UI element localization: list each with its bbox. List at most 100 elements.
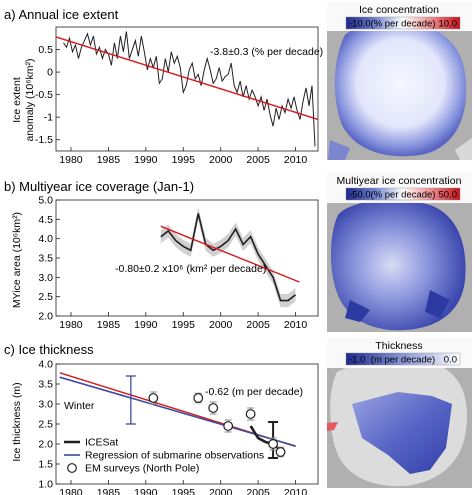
map-c-title: Thickness [375, 340, 422, 352]
map-c-cb-unit: (m per decade) [371, 355, 435, 366]
map-b-cb-unit: (% per decade) [371, 190, 436, 201]
panel-b-ytick-label: 4.0 [38, 233, 53, 245]
map-c-thickness-trend [352, 392, 452, 474]
panel-a-ylabel-line2: anomaly (10⁶km²) [24, 58, 36, 141]
panel-c-em-point [275, 447, 286, 457]
panel-c-em-point [208, 403, 219, 413]
map-a-ocean-trend [334, 23, 467, 157]
panel-a-plot-frame [55, 26, 319, 152]
legend-em-label: EM surveys (North Pole) [85, 463, 199, 475]
panel-c-ytick-label: 4.0 [38, 359, 53, 371]
panel-a-xtick-label: 1990 [134, 154, 158, 166]
panel-c-em-point [148, 393, 159, 403]
panel-a-ytick-label: -1.5 [35, 134, 53, 146]
panel-c-ytick-label: 2.5 [38, 419, 53, 431]
map-c-colorbar [345, 352, 461, 366]
panel-c-xtick-label: 1985 [97, 487, 121, 495]
panel-b-ytick-label: 3.0 [38, 272, 53, 284]
panel-c-xtick-label: 2010 [284, 487, 308, 495]
panel-a-ylabel: Ice extent anomaly (10⁶km²) [11, 58, 36, 141]
panel-c-xtick-label: 2000 [209, 487, 233, 495]
panel-a-ytick-label: -1 [44, 112, 53, 124]
panel-a-ytick-label: 0 [47, 67, 53, 79]
panel-c-xtick-label: 2005 [246, 487, 270, 495]
panel-a-axes: 1980 1985 1990 1995 2000 2005 2010 0.5 0 -0.5 -1 -1… [35, 44, 307, 166]
map-a-blue-patch [328, 140, 350, 160]
panel-a-trend-label: -3.8±0.3 (% per decade) [210, 46, 323, 58]
panel-b-xtick-label: 2005 [246, 319, 270, 331]
panel-c-ytick-label: 3.5 [38, 379, 53, 391]
map-b-title: Multiyear ice concentration [337, 175, 462, 187]
map-a-colorbar [345, 16, 461, 30]
panel-c-title: c) Ice thickness [4, 342, 94, 357]
panel-c-marks [59, 372, 296, 459]
panel-c-trend-label: -0.62 (m per decade) [205, 386, 303, 398]
map-b-cb-max: 50.0 [439, 190, 458, 201]
panel-b-xtick-label: 2000 [209, 319, 233, 331]
map-b-dark-patch-1 [345, 300, 370, 322]
panel-a-ytick-label: -0.5 [35, 89, 53, 101]
panel-c-xtick-label: 1980 [59, 487, 83, 495]
panel-c-season-label: Winter [64, 400, 95, 412]
panel-a-ylabel-line1: Ice extent [11, 77, 23, 123]
map-c-cb-min: -1.0 [349, 355, 365, 366]
panel-b-ytick-label: 2.0 [38, 311, 53, 323]
panel-b-trend-label: -0.80±0.2 x10⁶ (km² per decade) [115, 263, 266, 275]
panel-c-em-point [245, 409, 256, 419]
panel-c-em-point [223, 421, 234, 431]
panel-c-ytick-label: 1.0 [38, 479, 53, 491]
legend-icesat-label: ICESat [85, 437, 118, 449]
panel-b-ylabel: MYice area (10⁶km²) [11, 212, 23, 308]
panel-b-ytick-label: 2.5 [38, 291, 53, 303]
map-a-cb-min: -10.0 [349, 19, 371, 30]
map-b-cb-min: -50.0 [349, 190, 371, 201]
panel-b-xtick-label: 1995 [172, 319, 196, 331]
map-b: Multiyear ice concentration -50.0 (% per… [327, 172, 472, 332]
panel-b-axes: 1980 1985 1990 1995 2000 2005 2010 5.0 4.5 4.0 3.5… [38, 195, 307, 332]
map-c-cb-max: 0.0 [444, 355, 457, 366]
map-b-colorbar [345, 187, 461, 201]
panel-b-trend-line [160, 225, 300, 283]
panel-a-title: a) Annual ice extent [4, 7, 119, 22]
map-a-cb-unit: (% per decade) [371, 19, 436, 30]
panel-a-xtick-label: 2010 [284, 154, 308, 166]
panel-b-uncertainty-band [160, 206, 296, 308]
panel-a-xtick-label: 1995 [172, 154, 196, 166]
legend-submarine-label: Regression of submarine observations [85, 450, 264, 462]
panel-a-xtick-label: 1980 [59, 154, 83, 166]
panel-b-ytick-label: 3.5 [38, 253, 53, 265]
panel-b-ytick-label: 5.0 [38, 195, 53, 207]
legend-em-swatch [67, 463, 77, 473]
panel-b-marks [160, 206, 300, 308]
panel-b-xtick-label: 2010 [284, 319, 308, 331]
panel-c-xtick-label: 1990 [134, 487, 158, 495]
panel-b-series-line [160, 213, 297, 302]
panel-c-em-point [193, 393, 204, 403]
panel-a-series-line [63, 31, 316, 147]
map-a: Ice concentration -10.0 (% per decade) 1… [327, 2, 472, 160]
panel-c-legend: ICESat Regression of submarine observati… [64, 437, 264, 475]
map-a-edge-patch [455, 138, 472, 160]
panel-c-ytick-label: 3.0 [38, 399, 53, 411]
panel-a-trend-line [55, 36, 319, 121]
panel-c-axes: 1980 1985 1990 1995 2000 2005 2010 4.0 3.5 3.0 2.5… [38, 359, 307, 495]
map-a-title: Ice concentration [359, 4, 439, 16]
panel-a-marks [55, 31, 319, 147]
map-a-cb-max: 10.0 [439, 19, 458, 30]
map-b-dark-patch-2 [425, 290, 450, 318]
map-c-red-patch [327, 422, 338, 431]
panel-a-xtick-label: 2005 [246, 154, 270, 166]
panel-b-title: b) Multiyear ice coverage (Jan-1) [4, 179, 194, 194]
panel-c-ytick-label: 2.0 [38, 439, 53, 451]
panel-a-xtick-label: 1985 [97, 154, 121, 166]
panel-a-xtick-label: 2000 [209, 154, 233, 166]
map-c: Thickness -1.0 (m per decade) 0.0 [327, 338, 472, 488]
panel-c-em-point [268, 439, 278, 449]
panel-c-xtick-label: 1995 [172, 487, 196, 495]
panel-c-ytick-label: 1.5 [38, 459, 53, 471]
panel-b-xtick-label: 1990 [134, 319, 158, 331]
panel-a-ytick-label: 0.5 [38, 44, 53, 56]
panel-c-ylabel: Ice thickness (m) [11, 382, 23, 461]
panel-b-xtick-label: 1980 [59, 319, 83, 331]
